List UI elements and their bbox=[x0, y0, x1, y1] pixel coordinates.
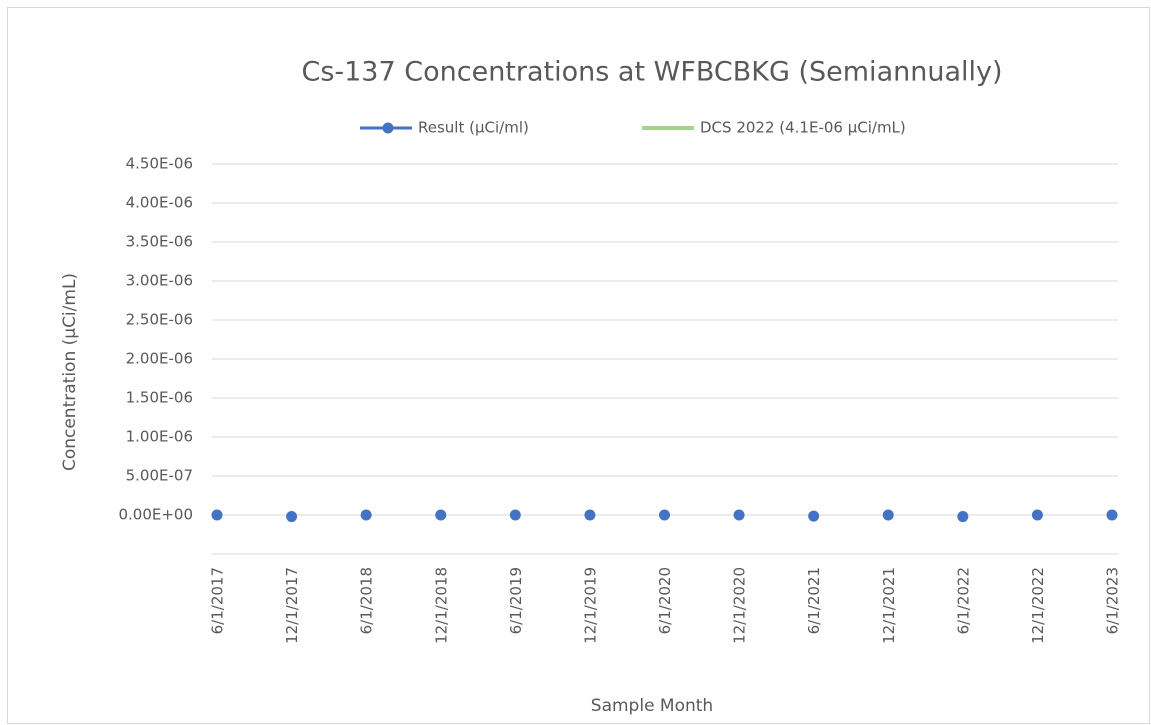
x-tick-label: 6/1/2021 bbox=[805, 567, 823, 634]
data-point bbox=[733, 509, 745, 521]
data-point bbox=[286, 511, 298, 523]
x-tick-label: 6/1/2022 bbox=[954, 567, 972, 634]
chart-title: Cs-137 Concentrations at WFBCBKG (Semian… bbox=[301, 57, 1002, 88]
x-tick-label: 12/1/2022 bbox=[1029, 567, 1047, 644]
x-tick-label: 12/1/2019 bbox=[581, 567, 599, 644]
x-tick-label: 12/1/2017 bbox=[283, 567, 301, 644]
y-tick-label: 2.00E-06 bbox=[126, 350, 193, 368]
y-tick-label: 3.00E-06 bbox=[126, 272, 193, 290]
data-point bbox=[360, 509, 372, 521]
y-tick-label: 4.00E-06 bbox=[126, 194, 193, 212]
chart-border bbox=[7, 7, 1150, 724]
y-tick-label: 4.50E-06 bbox=[126, 155, 193, 173]
x-tick-label: 12/1/2018 bbox=[432, 567, 450, 644]
x-tick-label: 12/1/2021 bbox=[880, 567, 898, 644]
data-point bbox=[882, 509, 894, 521]
data-point bbox=[211, 509, 223, 521]
x-axis-title: Sample Month bbox=[591, 696, 713, 716]
y-tick-label: 1.00E-06 bbox=[126, 428, 193, 446]
y-tick-label: 2.50E-06 bbox=[126, 311, 193, 329]
y-tick-label: 5.00E-07 bbox=[126, 467, 193, 485]
x-tick-label: 6/1/2019 bbox=[507, 567, 525, 634]
legend-label: Result (µCi/ml) bbox=[418, 119, 529, 137]
data-point bbox=[509, 509, 521, 521]
data-point bbox=[584, 509, 596, 521]
legend-marker bbox=[382, 122, 394, 134]
y-tick-label: 3.50E-06 bbox=[126, 233, 193, 251]
data-point bbox=[808, 510, 820, 522]
y-axis-title: Concentration (µCi/mL) bbox=[60, 273, 80, 471]
x-tick-label: 12/1/2020 bbox=[731, 567, 749, 644]
x-tick-label: 6/1/2017 bbox=[209, 567, 227, 634]
data-point bbox=[659, 509, 670, 521]
data-point bbox=[957, 511, 969, 523]
data-point bbox=[435, 509, 447, 521]
x-tick-label: 6/1/2023 bbox=[1104, 567, 1122, 634]
y-tick-label: 1.50E-06 bbox=[126, 389, 193, 407]
data-point bbox=[1031, 509, 1043, 521]
data-point bbox=[1106, 509, 1118, 521]
x-tick-label: 6/1/2018 bbox=[358, 567, 376, 634]
x-tick-label: 6/1/2020 bbox=[656, 567, 674, 634]
legend-label: DCS 2022 (4.1E-06 µCi/mL) bbox=[700, 119, 906, 137]
y-tick-label: 0.00E+00 bbox=[118, 506, 193, 524]
